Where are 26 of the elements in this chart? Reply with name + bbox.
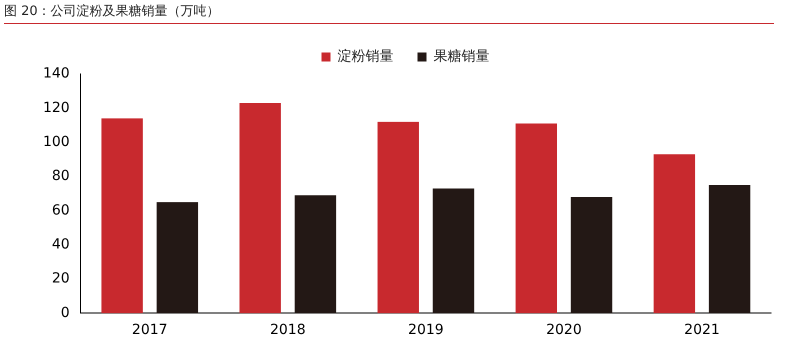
bar: [654, 154, 696, 314]
y-tick-label: 100: [42, 134, 70, 150]
bar: [239, 103, 281, 314]
x-tick-label: 2017: [132, 322, 168, 338]
y-tick-label: 60: [52, 202, 70, 218]
y-tick-label: 140: [42, 66, 70, 82]
bar: [378, 122, 419, 314]
x-tick-label: 2020: [546, 322, 582, 338]
y-tick-label: 40: [52, 236, 70, 252]
y-tick-label: 80: [52, 168, 70, 184]
legend-label: 果糖销量: [434, 48, 490, 65]
bar: [432, 188, 474, 314]
chart-title: 图 20：公司淀粉及果糖销量（万吨）: [4, 2, 774, 24]
y-tick-label: 120: [42, 100, 70, 116]
legend-label: 淀粉销量: [338, 48, 394, 65]
bar: [294, 195, 336, 314]
bar: [570, 197, 612, 314]
x-tick-label: 2021: [684, 322, 720, 338]
x-tick-label: 2018: [270, 322, 306, 338]
bar: [101, 118, 143, 314]
bar: [156, 202, 198, 314]
bar: [516, 124, 558, 314]
y-tick-label: 0: [60, 304, 70, 321]
y-tick-label: 20: [52, 270, 70, 287]
bar: [708, 185, 750, 314]
x-tick-label: 2019: [408, 322, 444, 338]
